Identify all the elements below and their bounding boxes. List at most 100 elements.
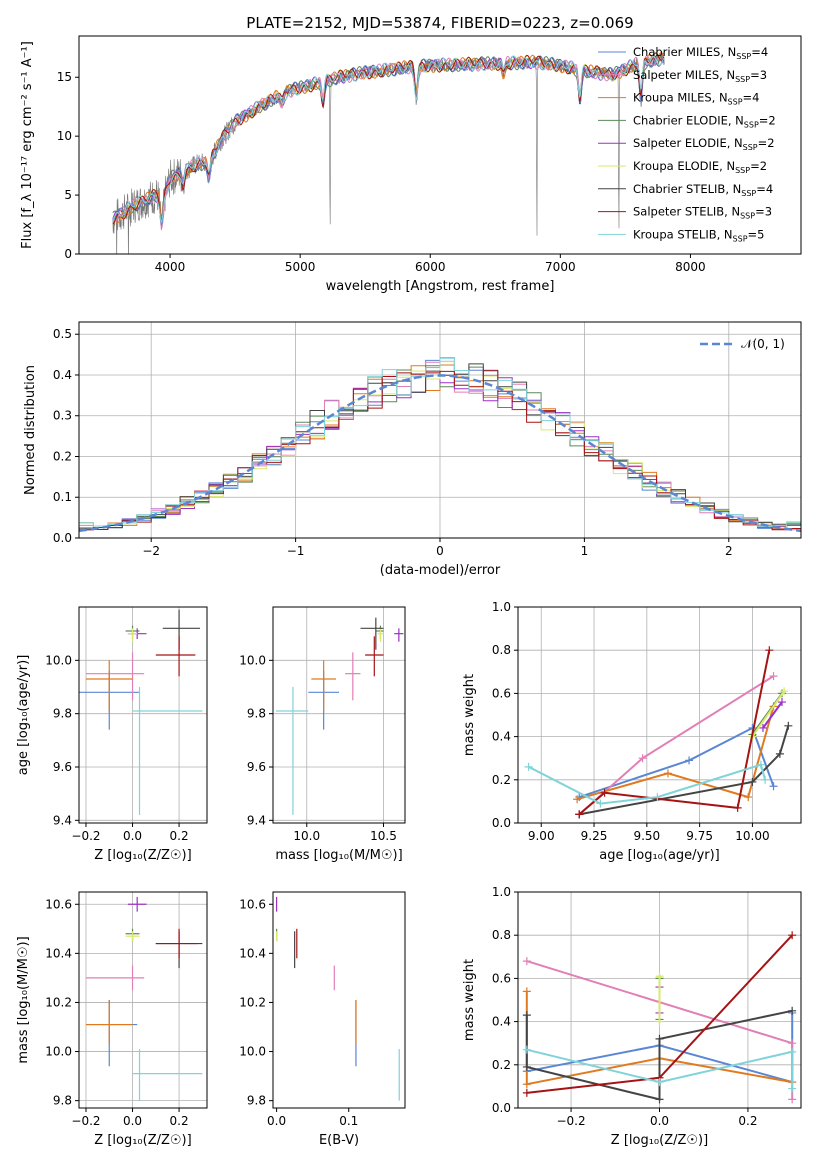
weight-marker [638, 754, 647, 763]
x-tick-label: −2 [142, 544, 160, 558]
legend-value: =2 [759, 113, 776, 127]
x-tick-label: 10.0 [293, 829, 320, 843]
mass-vs-z-panel: −0.2 0.0 0.2 9.8 10.0 10.2 10.4 10.6 Z [log₁₀(Z/… [16, 891, 208, 1148]
legend-subscript: SSP [735, 166, 750, 175]
histogram-ks [79, 357, 801, 528]
weight-marker [522, 987, 531, 996]
y-tick-label: 1.0 [492, 600, 511, 614]
weight-marker [788, 1095, 797, 1104]
y-tick-label: 10.2 [45, 995, 72, 1009]
age-vs-z-panel: −0.2 0.0 0.2 9.4 9.6 9.8 10.0 Z [log₁₀(Z/Z☉)] ag… [16, 606, 208, 863]
y-tick-label: 0.6 [492, 686, 511, 700]
weight-marker [663, 769, 672, 778]
y-tick-label: 9.8 [53, 707, 72, 721]
x-axis-label: Z [log₁₀(Z/Z☉)] [94, 848, 191, 863]
weight-marker [765, 646, 774, 655]
point-ss [365, 636, 384, 677]
plot-area [79, 609, 203, 815]
y-tick-label: 10.4 [239, 946, 266, 960]
weight-marker [788, 1039, 797, 1048]
legend-subscript: SSP [744, 120, 759, 129]
legend-subscript: SSP [728, 98, 743, 107]
weight-marker [596, 799, 605, 808]
y-tick-label: 0.4 [492, 1015, 511, 1029]
legend-entry: 𝒩(0, 1) [741, 337, 785, 351]
weight-marker [788, 1047, 797, 1056]
y-tick-label: 0.8 [492, 928, 511, 942]
y-tick-label: 0.2 [492, 1058, 511, 1072]
weight-marker [788, 1006, 797, 1015]
legend-entry: Chabrier STELIB, NSSP=4 [633, 182, 773, 198]
plot-area [524, 646, 793, 819]
legend-entry: Salpeter STELIB, NSSP=3 [633, 205, 772, 221]
point-km [311, 660, 336, 711]
legend-subscript: SSP [736, 52, 751, 61]
y-tick-label: 0.0 [492, 1101, 511, 1115]
x-axis-label: E(B-V) [319, 1133, 359, 1148]
weight-line-cs [579, 725, 790, 816]
x-tick-label: −0.2 [71, 829, 100, 843]
weight-line-se [762, 701, 783, 729]
x-tick-label: 4000 [155, 260, 186, 274]
point-se [394, 628, 404, 642]
point-cm [85, 1000, 138, 1067]
y-tick-label: 15 [57, 70, 72, 84]
residuals-legend: 𝒩(0, 1) [700, 337, 785, 351]
y-tick-label: 9.4 [247, 813, 266, 827]
x-tick-label: 2 [725, 544, 733, 558]
weight-line-ss [578, 650, 771, 816]
y-tick-label: 10.0 [239, 1045, 266, 1059]
legend-entry: Kroupa STELIB, NSSP=5 [633, 227, 764, 243]
y-tick-label: 9.4 [53, 813, 72, 827]
y-tick-label: 10.0 [45, 653, 72, 667]
weight-marker [573, 795, 582, 804]
y-axis-label: age [log₁₀(age/yr)] [16, 655, 31, 776]
y-tick-label: 10.2 [239, 995, 266, 1009]
weight-marker [522, 1080, 531, 1089]
weight-marker [788, 1084, 797, 1093]
y-tick-label: 9.8 [247, 707, 266, 721]
legend-value: =3 [755, 205, 772, 219]
legend-entry: Chabrier ELODIE, NSSP=2 [633, 113, 776, 129]
legend-value: =4 [751, 45, 768, 59]
model-spectrum-ce [112, 52, 665, 218]
x-tick-label: 0.2 [738, 1114, 757, 1128]
point-ke [377, 628, 384, 642]
y-tick-label: 10.6 [45, 897, 72, 911]
weight-marker [653, 793, 662, 802]
x-tick-label: 9.75 [686, 829, 713, 843]
weight-marker [758, 723, 767, 732]
y-tick-label: 10.4 [45, 946, 72, 960]
weight-marker [780, 687, 789, 696]
legend-entry: Chabrier MILES, NSSP=4 [633, 45, 768, 61]
point-ks [132, 687, 203, 815]
weight-marker [575, 810, 584, 819]
weight-marker [756, 760, 765, 769]
weight-marker [655, 972, 664, 981]
weight-marker [784, 721, 793, 730]
x-tick-label: −0.2 [556, 1114, 585, 1128]
plot-area [522, 931, 797, 1104]
weight-marker [733, 803, 742, 812]
x-tick-label: −1 [287, 544, 305, 558]
weight-marker [522, 1088, 531, 1097]
weight-marker [655, 1078, 664, 1087]
weight-marker [775, 749, 784, 758]
plot-area [276, 896, 400, 1101]
x-tick-label: 0.0 [267, 1114, 286, 1128]
x-tick-label: 7000 [545, 260, 576, 274]
legend-value: =3 [750, 68, 767, 82]
x-tick-label: 0.1 [339, 1114, 358, 1128]
x-tick-label: 10.00 [735, 829, 769, 843]
point-ks [132, 1049, 203, 1101]
point-cs [360, 617, 384, 650]
y-tick-label: 10.0 [239, 653, 266, 667]
weight-marker [655, 1095, 664, 1104]
weight-marker [522, 1045, 531, 1054]
x-tick-label: 0.0 [123, 829, 142, 843]
x-tick-label: 10.5 [370, 829, 397, 843]
y-tick-label: 0.2 [492, 773, 511, 787]
x-axis-label: (data-model)/error [380, 563, 501, 578]
weight-marker [744, 793, 753, 802]
x-tick-label: −0.2 [71, 1114, 100, 1128]
